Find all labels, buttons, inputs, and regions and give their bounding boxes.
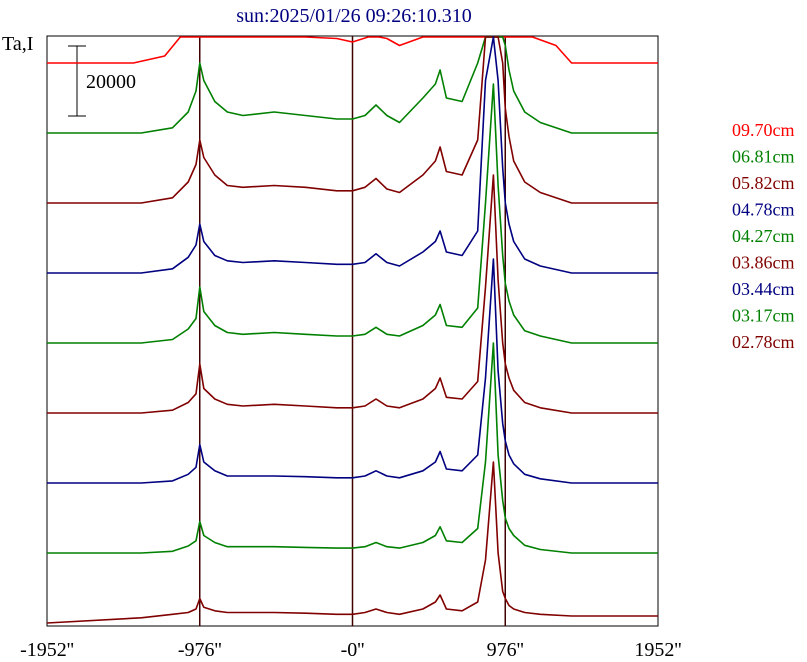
series-line-04.27cm xyxy=(47,83,658,344)
legend-item-05.82cm: 05.82cm xyxy=(732,173,795,193)
x-tick-label-2: -0'' xyxy=(341,639,365,661)
series-group xyxy=(46,36,658,624)
legend-item-03.17cm: 03.17cm xyxy=(732,306,795,326)
legend: 09.70cm 06.81cm 05.82cm 04.78cm 04.27cm 03.86… xyxy=(732,120,795,352)
series-line-04.78cm xyxy=(47,36,658,274)
legend-item-02.78cm: 02.78cm xyxy=(732,332,795,352)
legend-item-03.44cm: 03.44cm xyxy=(732,279,795,299)
series-line-09.70cm xyxy=(47,36,658,64)
x-tick-label-1: -976'' xyxy=(178,639,222,661)
scale-bar: 20000 xyxy=(68,45,136,117)
x-tick-label-4: 1952'' xyxy=(634,639,681,661)
series-line-03.17cm xyxy=(47,342,658,554)
x-tick-labels: -1952'' -976'' -0'' 976'' 1952'' xyxy=(20,639,682,661)
scale-bar-label: 20000 xyxy=(86,71,136,93)
reference-lines xyxy=(199,36,506,626)
series-line-05.82cm xyxy=(47,36,658,204)
legend-item-03.86cm: 03.86cm xyxy=(732,253,795,273)
legend-item-09.70cm: 09.70cm xyxy=(732,120,795,140)
series-line-02.78cm xyxy=(46,461,658,624)
series-line-06.81cm xyxy=(47,36,658,134)
x-tick-label-0: -1952'' xyxy=(20,639,74,661)
y-axis-label: Ta,I xyxy=(2,33,33,55)
series-line-03.86cm xyxy=(47,174,658,414)
legend-item-04.27cm: 04.27cm xyxy=(732,226,795,246)
legend-item-06.81cm: 06.81cm xyxy=(732,147,795,167)
series-line-03.44cm xyxy=(47,258,658,484)
x-tick-label-3: 976'' xyxy=(487,639,524,661)
legend-item-04.78cm: 04.78cm xyxy=(732,200,795,220)
chart-title: sun:2025/01/26 09:26:10.310 xyxy=(236,5,472,27)
